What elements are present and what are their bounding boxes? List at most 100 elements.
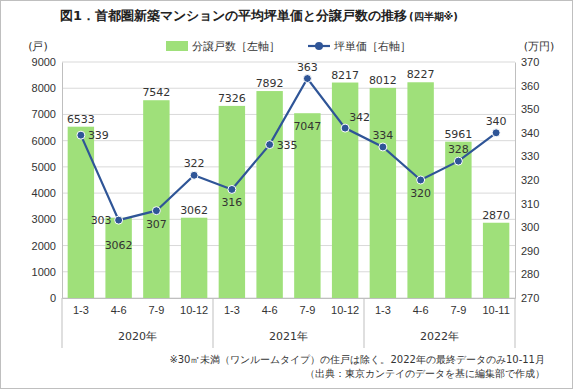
- data-label: 334: [372, 129, 393, 142]
- grid-line: [62, 114, 515, 115]
- bar: [68, 127, 94, 298]
- data-label: 5961: [444, 128, 472, 141]
- marker: [115, 216, 123, 224]
- x-tick-label: 4-6: [413, 304, 429, 316]
- bar: [181, 218, 207, 298]
- x-tick: 7-9: [299, 298, 315, 316]
- frame: [1, 1, 573, 389]
- group-label: 2022年: [420, 330, 459, 343]
- data-label: 7542: [142, 86, 170, 99]
- y-axis: 0100020003000400050006000700080009000: [32, 56, 63, 304]
- y-tick: 300: [515, 221, 539, 233]
- x-tick: 7-9: [148, 298, 164, 316]
- plot: 1-34-67-910-121-34-67-910-121-34-67-910-…: [32, 56, 540, 348]
- x-tick-label: 10-12: [331, 304, 359, 316]
- y-tick: 360: [515, 80, 539, 92]
- data-label: 322: [184, 157, 205, 170]
- marker: [228, 185, 236, 193]
- y-tick: 320: [515, 174, 539, 186]
- legend-marker: [315, 42, 323, 50]
- y-tick: 340: [515, 127, 539, 139]
- x-tick-label: 10-12: [180, 304, 208, 316]
- marker: [266, 141, 274, 149]
- axis-line: [62, 63, 63, 299]
- y-axis-title: (戸): [28, 40, 48, 53]
- data-label: 7326: [218, 92, 246, 105]
- y2-axis: 270280290300310320330340350360370: [515, 56, 539, 304]
- y-tick-label: 0: [50, 292, 56, 304]
- y-tick-label: 320: [521, 174, 539, 186]
- y-tick: 270: [515, 292, 539, 304]
- y-tick: 330: [515, 150, 539, 162]
- marker: [152, 207, 160, 215]
- axis-line: [63, 298, 516, 299]
- y-tick-label: 270: [521, 292, 539, 304]
- y-tick: 3000: [32, 213, 62, 225]
- y-tick: 1000: [32, 266, 62, 278]
- marker: [379, 143, 387, 151]
- group-label: 2021年: [269, 330, 308, 343]
- x-tick-label: 1-3: [224, 304, 240, 316]
- data-label: 320: [410, 187, 431, 200]
- legend: 分譲戸数［左軸］ 坪単価［右軸］: [166, 40, 411, 53]
- title: 図1．首都圏新築マンションの平均坪単価と分譲戸数の推移: [60, 8, 407, 23]
- x-tick: 4-6: [413, 298, 429, 316]
- x-tick-label: 7-9: [148, 304, 164, 316]
- y-tick: 9000: [32, 56, 62, 68]
- y-tick-label: 7000: [32, 108, 56, 120]
- y-tick-label: 6000: [32, 135, 56, 147]
- grid: [62, 62, 515, 298]
- marker: [303, 75, 311, 83]
- x-tick: 4-6: [111, 298, 127, 316]
- group-separator: [62, 298, 63, 348]
- data-label: 6533: [67, 113, 95, 126]
- group-separator: [364, 298, 365, 348]
- data-label: 316: [221, 196, 242, 209]
- data-label: 3062: [180, 204, 208, 217]
- y-tick-label: 330: [521, 150, 539, 162]
- bar: [143, 100, 169, 298]
- marker: [417, 176, 425, 184]
- chart: 図1．首都圏新築マンションの平均坪単価と分譲戸数の推移(四半期※)1-34-67…: [0, 0, 573, 389]
- x-tick-label: 10-11: [482, 304, 509, 316]
- data-label: 3062: [105, 239, 133, 252]
- bar: [256, 91, 282, 298]
- y-tick-label: 290: [521, 245, 539, 257]
- y-tick: 6000: [32, 135, 62, 147]
- y-tick-label: 300: [521, 221, 539, 233]
- x-tick-label: 7-9: [299, 304, 315, 316]
- legend-item: 分譲戸数［左軸］: [166, 40, 280, 53]
- x-tick: 1-3: [375, 298, 391, 316]
- y-tick: 2000: [32, 240, 62, 252]
- grid-line: [62, 62, 515, 63]
- bar: [105, 218, 131, 298]
- group-label: 2020年: [118, 330, 157, 343]
- y-tick: 350: [515, 103, 539, 115]
- data-label: 342: [349, 111, 370, 124]
- y-tick-label: 1000: [32, 266, 56, 278]
- y-tick: 290: [515, 245, 539, 257]
- grid-line: [62, 88, 515, 89]
- marker: [454, 157, 462, 165]
- x-tick-label: 7-9: [450, 304, 466, 316]
- y-tick-label: 370: [521, 56, 539, 68]
- marker: [341, 124, 349, 132]
- data-label: 8012: [369, 74, 397, 87]
- x-tick: 10-11: [482, 298, 509, 316]
- x-tick: 1-3: [224, 298, 240, 316]
- data-label: 328: [448, 143, 469, 156]
- y-tick: 8000: [32, 82, 62, 94]
- x-tick-label: 4-6: [262, 304, 278, 316]
- data-label: 303: [91, 214, 112, 227]
- y-tick: 5000: [32, 161, 62, 173]
- data-label: 8227: [407, 68, 435, 81]
- axis-line: [515, 63, 516, 299]
- y-tick-label: 9000: [32, 56, 56, 68]
- y-tick-label: 310: [521, 198, 539, 210]
- y-tick-label: 350: [521, 103, 539, 115]
- y-tick: 310: [515, 198, 539, 210]
- x-tick: 10-12: [180, 298, 208, 316]
- legend-label: 坪単価［右軸］: [333, 40, 411, 53]
- x-tick: 4-6: [262, 298, 278, 316]
- legend-label: 分譲戸数［左軸］: [192, 40, 280, 53]
